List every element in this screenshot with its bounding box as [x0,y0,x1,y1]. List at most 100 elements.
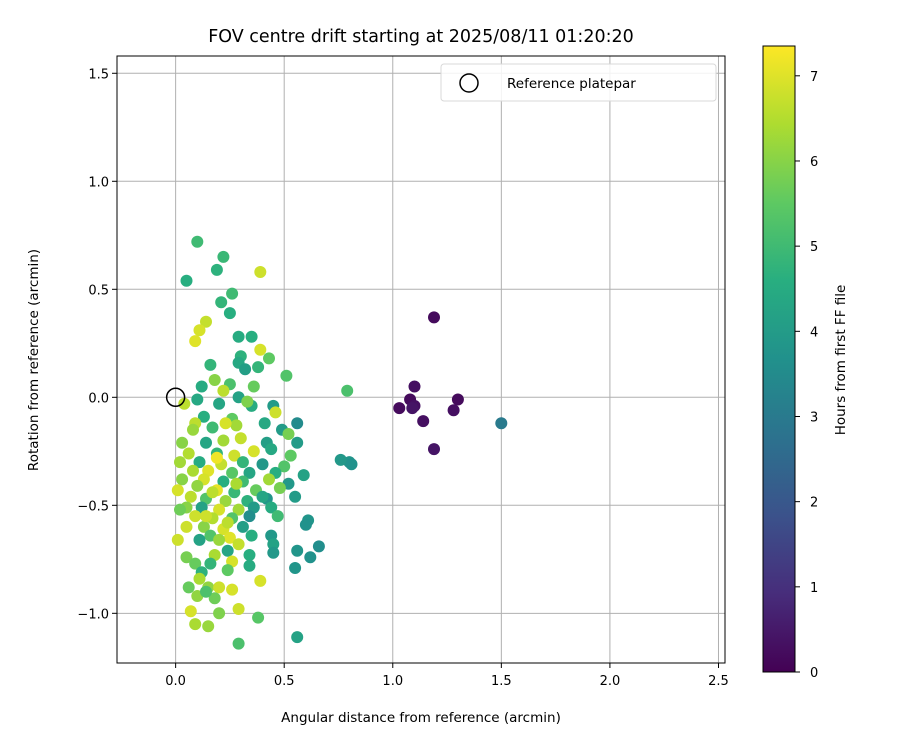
data-point [232,538,245,551]
x-tick-label: 0.0 [165,674,186,689]
data-point [180,520,193,533]
data-point [256,490,269,503]
y-tick-label: −1.0 [77,607,109,622]
data-point [271,510,284,523]
data-point [245,529,258,542]
data-point [334,453,347,466]
data-point [176,436,189,449]
data-point [208,374,221,386]
legend: Reference platepar [440,63,717,102]
data-point [197,410,210,423]
data-point [495,417,508,430]
colorbar-tick-label: 4 [810,325,818,340]
y-axis-ticks: −1.0 −0.5 0.0 0.5 1.0 1.5 [77,67,117,622]
data-point [236,520,249,533]
data-point [217,475,230,488]
data-point [341,384,354,397]
data-point [254,266,267,278]
data-point [213,533,226,546]
data-point [256,458,269,471]
data-point [284,449,297,462]
data-point [243,549,256,561]
data-point [234,432,247,445]
data-point [193,572,206,585]
data-point [254,343,267,356]
colorbar-tick-label: 2 [810,496,818,511]
data-point [204,557,217,570]
colorbar-gradient [762,45,796,673]
data-point [204,358,217,371]
data-point [191,235,204,248]
data-point [236,456,249,469]
plot-frame [116,55,726,664]
data-point [200,315,212,328]
data-point [182,581,195,594]
data-point [312,540,325,553]
data-point [243,466,256,479]
y-tick-label: 1.0 [88,175,109,190]
x-axis-ticks: 0.0 0.5 1.0 1.5 2.0 2.5 [165,663,729,689]
y-axis-label: Rotation from reference (arcmin) [26,249,42,471]
data-point [217,250,230,263]
data-point [408,380,421,393]
data-point [206,486,219,499]
colorbar-tick-label: 3 [810,410,818,425]
data-point [243,510,256,523]
data-point [228,449,241,462]
data-point [282,428,295,440]
data-point [206,421,219,434]
data-point [171,533,184,546]
colorbar-ticks: 0 1 2 3 4 5 6 7 [795,70,818,681]
data-point [406,402,419,415]
data-point [254,574,267,587]
colorbar-tick-label: 5 [810,240,818,255]
legend-box [440,63,717,102]
data-point [184,490,197,503]
data-point [232,603,245,615]
data-point [176,473,189,486]
data-point [174,503,186,516]
data-point [180,274,193,287]
data-point [451,393,464,406]
colorbar-label: Hours from first FF file [833,285,849,436]
data-point [219,495,232,507]
data-point [252,361,265,374]
data-point [195,380,208,393]
data-point [267,546,280,559]
data-point [239,363,252,376]
data-point [247,445,260,458]
data-point [187,423,199,436]
data-point [291,631,304,644]
data-point [230,477,243,490]
grid-lines [117,56,725,663]
data-point [299,518,312,531]
data-point [291,544,304,557]
legend-reference-marker [459,73,479,93]
data-point [217,434,230,447]
data-point [278,460,291,473]
x-tick-label: 2.5 [708,674,729,689]
data-point [232,330,245,343]
data-point [265,443,278,456]
data-point [215,296,228,309]
data-point [230,419,243,432]
data-point [289,562,302,574]
data-point [263,352,275,365]
data-point [197,520,210,533]
x-axis-label: Angular distance from reference (arcmin) [281,710,561,726]
data-point [226,466,239,479]
data-point [428,443,440,456]
data-point [243,559,256,572]
data-point [191,479,204,492]
y-tick-label: 0.0 [88,391,109,406]
data-point [193,456,206,469]
data-point [291,417,304,430]
data-point [241,395,254,408]
data-point [189,618,202,631]
data-point [189,557,202,570]
x-tick-label: 2.0 [600,674,621,689]
data-point [193,324,206,337]
colorbar-tick-label: 0 [810,666,818,681]
reference-platepar-marker [165,387,186,408]
